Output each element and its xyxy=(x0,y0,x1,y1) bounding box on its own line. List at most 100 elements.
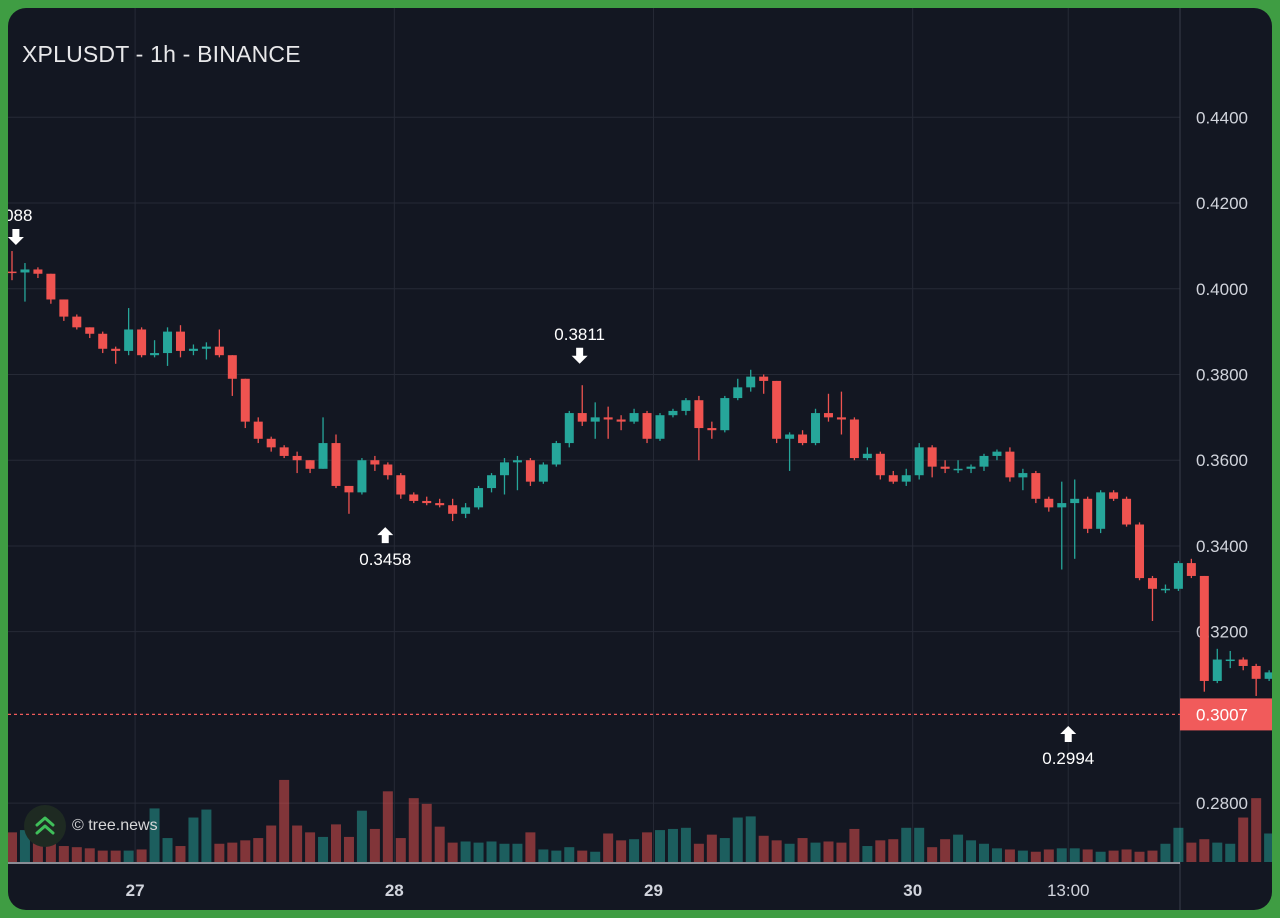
volume-bar xyxy=(693,843,704,862)
volume-bar xyxy=(979,843,989,862)
candle-body xyxy=(564,413,574,444)
volume-bar xyxy=(369,828,380,862)
candle-body xyxy=(396,475,406,495)
volume-bar xyxy=(564,847,575,862)
candle-body xyxy=(992,451,1002,456)
watermark-text: © tree.news xyxy=(72,817,158,834)
volume-bar xyxy=(940,839,951,862)
volume-bar xyxy=(538,849,549,862)
volume-bar xyxy=(888,839,899,862)
candle-body xyxy=(785,434,795,439)
volume-bar xyxy=(331,824,341,862)
volume-bar xyxy=(1056,848,1067,862)
volume-bar xyxy=(499,843,510,862)
x-tick-label: 30 xyxy=(903,881,922,900)
candle-body xyxy=(538,464,548,482)
volume-bar xyxy=(305,832,316,862)
volume-bar xyxy=(227,842,238,862)
candle-body xyxy=(461,507,471,514)
volume-bar xyxy=(577,850,588,862)
candle-body xyxy=(357,460,367,493)
candle-body xyxy=(8,271,17,274)
candle-body xyxy=(1031,473,1041,499)
candle-body xyxy=(733,387,743,399)
candle-body xyxy=(629,413,639,422)
x-tick-label: 27 xyxy=(126,881,145,900)
volume-bar xyxy=(849,828,860,862)
volume-bar xyxy=(19,830,30,862)
volume-bar xyxy=(667,828,678,862)
volume-bar xyxy=(149,808,160,862)
volume-bar xyxy=(1199,839,1210,862)
y-tick-label: 0.4000 xyxy=(1196,280,1248,299)
x-tick-label: 13:00 xyxy=(1047,881,1090,900)
candle-body xyxy=(487,475,497,489)
candle-body xyxy=(836,417,846,420)
candle-body xyxy=(798,434,808,444)
arrow-down-icon xyxy=(8,229,24,246)
candle-body xyxy=(681,400,691,411)
tree-logo-icon xyxy=(24,805,66,847)
volume-bar xyxy=(1017,850,1028,862)
volume-bar xyxy=(188,817,199,862)
candle-body xyxy=(694,400,704,429)
candle-body xyxy=(525,460,535,482)
candle-body xyxy=(137,329,147,356)
candle-body xyxy=(655,415,665,439)
volume-bar xyxy=(84,848,95,862)
volume-bar xyxy=(1147,850,1158,862)
annotation: 0.3811 xyxy=(554,325,605,364)
candle-body xyxy=(1018,473,1028,478)
volume-bar xyxy=(318,836,329,862)
volume-bar xyxy=(1108,850,1119,862)
volume-bar xyxy=(201,809,212,862)
candle-body xyxy=(474,488,484,508)
candle-body xyxy=(33,269,43,274)
candlestick-chart[interactable]: 0.4400 0.4200 0.4000 0.3800 0.3600 0.3400 0.32… xyxy=(8,8,1272,910)
candle-body xyxy=(823,413,833,418)
volume-bar xyxy=(991,848,1002,862)
volume-bar xyxy=(590,851,601,862)
x-tick-label: 29 xyxy=(644,881,663,900)
volume-bar xyxy=(447,842,458,862)
candle-body xyxy=(266,438,276,448)
candle-body xyxy=(1044,498,1054,508)
arrow-up-icon xyxy=(377,527,394,544)
volume-bar xyxy=(1095,851,1106,862)
candle-body xyxy=(370,460,380,465)
annotation: 0.2994 xyxy=(1042,725,1094,768)
volume-bar xyxy=(356,810,367,862)
candle-body xyxy=(1212,659,1222,681)
candle-body xyxy=(707,428,717,431)
volume-bar xyxy=(862,846,873,862)
candle-body xyxy=(124,329,134,351)
volume-bar xyxy=(655,830,665,862)
y-tick-label: 0.4400 xyxy=(1196,108,1248,127)
arrow-down-icon xyxy=(571,347,588,364)
volume-bar xyxy=(71,847,82,862)
volume-bar xyxy=(953,834,964,862)
volume-bar xyxy=(629,839,640,862)
volume-bar xyxy=(810,842,821,862)
candle-body xyxy=(914,447,924,476)
candle-body xyxy=(435,503,445,506)
candle-body xyxy=(331,443,341,486)
volume-bar xyxy=(966,840,977,862)
candle-body xyxy=(46,273,56,300)
candle-body xyxy=(214,346,224,356)
candle-body xyxy=(85,327,95,334)
volume-bar xyxy=(1004,849,1015,862)
y-tick-label: 0.3600 xyxy=(1196,451,1248,470)
volume-bar xyxy=(680,827,691,862)
candle-body xyxy=(305,460,315,469)
candle-body xyxy=(862,453,872,459)
candle-body xyxy=(1147,578,1157,589)
candle-body xyxy=(1122,498,1132,525)
volume-bar xyxy=(279,779,290,862)
volume-bar xyxy=(706,834,717,862)
volume-bar xyxy=(719,838,730,862)
candle-body xyxy=(875,453,885,476)
current-price-tag xyxy=(1180,698,1272,731)
volume-bar xyxy=(603,833,614,862)
candle-body xyxy=(888,475,898,482)
